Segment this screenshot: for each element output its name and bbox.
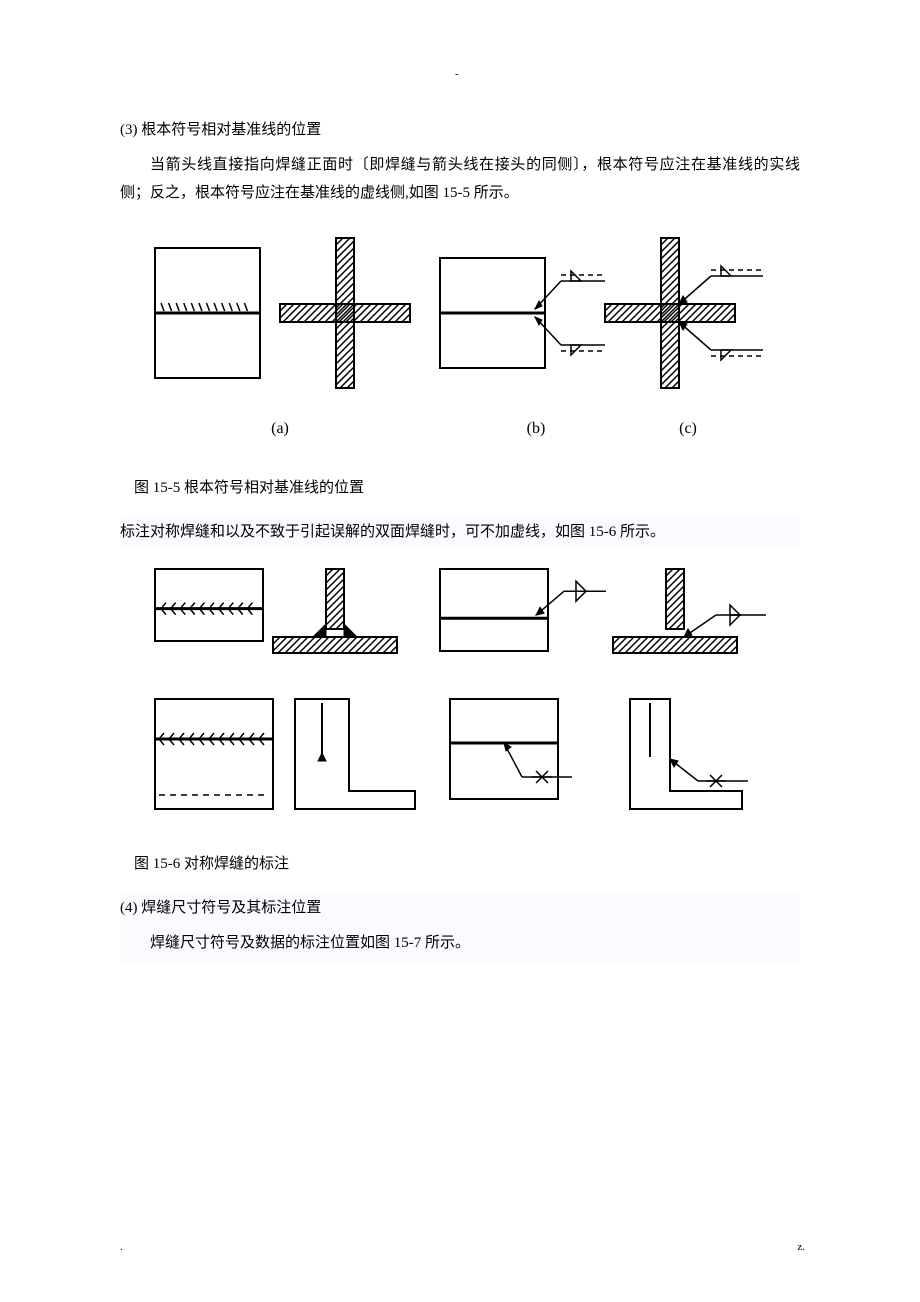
footer-dot: . xyxy=(120,1237,123,1258)
figure-15-5-svg: (a) (b) (c) xyxy=(120,218,800,458)
section-4-block: (4) 焊缝尺寸符号及其标注位置 焊缝尺寸符号及数据的标注位置如图 15-7 所… xyxy=(120,892,800,965)
page-content: (3) 根本符号相对基准线的位置 当箭头线直接指向焊缝正面时〔即焊缝与箭头线在接… xyxy=(120,116,800,975)
section-4-title: 焊缝尺寸符号及其标注位置 xyxy=(141,900,321,916)
svg-text:(b): (b) xyxy=(527,420,546,437)
footer-z: z. xyxy=(797,1237,805,1258)
section-3-title: 根本符号相对基准线的位置 xyxy=(141,122,321,138)
figure-15-6-svg xyxy=(120,559,800,834)
header-mark: - xyxy=(455,64,459,85)
figure-15-6-caption: 图 15-6 对称焊缝的标注 xyxy=(120,850,800,879)
section-3-heading: (3) 根本符号相对基准线的位置 xyxy=(120,116,800,145)
section-4-heading: (4) 焊缝尺寸符号及其标注位置 xyxy=(120,894,800,923)
svg-text:(c): (c) xyxy=(679,420,697,437)
mid-note: 标注对称焊缝和以及不致于引起误解的双面焊缝时，可不加虚线，如图 15-6 所示。 xyxy=(120,516,800,549)
svg-text:(a): (a) xyxy=(271,420,289,437)
section-3-body: 当箭头线直接指向焊缝正面时〔即焊缝与箭头线在接头的同侧〕，根本符号应注在基准线的… xyxy=(120,151,800,208)
figure-15-5: (a) (b) (c) xyxy=(120,218,800,458)
section-3-num: (3) xyxy=(120,122,138,138)
section-4-num: (4) xyxy=(120,900,138,916)
figure-15-5-caption: 图 15-5 根本符号相对基准线的位置 xyxy=(120,474,800,503)
section-4-body: 焊缝尺寸符号及数据的标注位置如图 15-7 所示。 xyxy=(120,929,800,958)
figure-15-6 xyxy=(120,559,800,834)
